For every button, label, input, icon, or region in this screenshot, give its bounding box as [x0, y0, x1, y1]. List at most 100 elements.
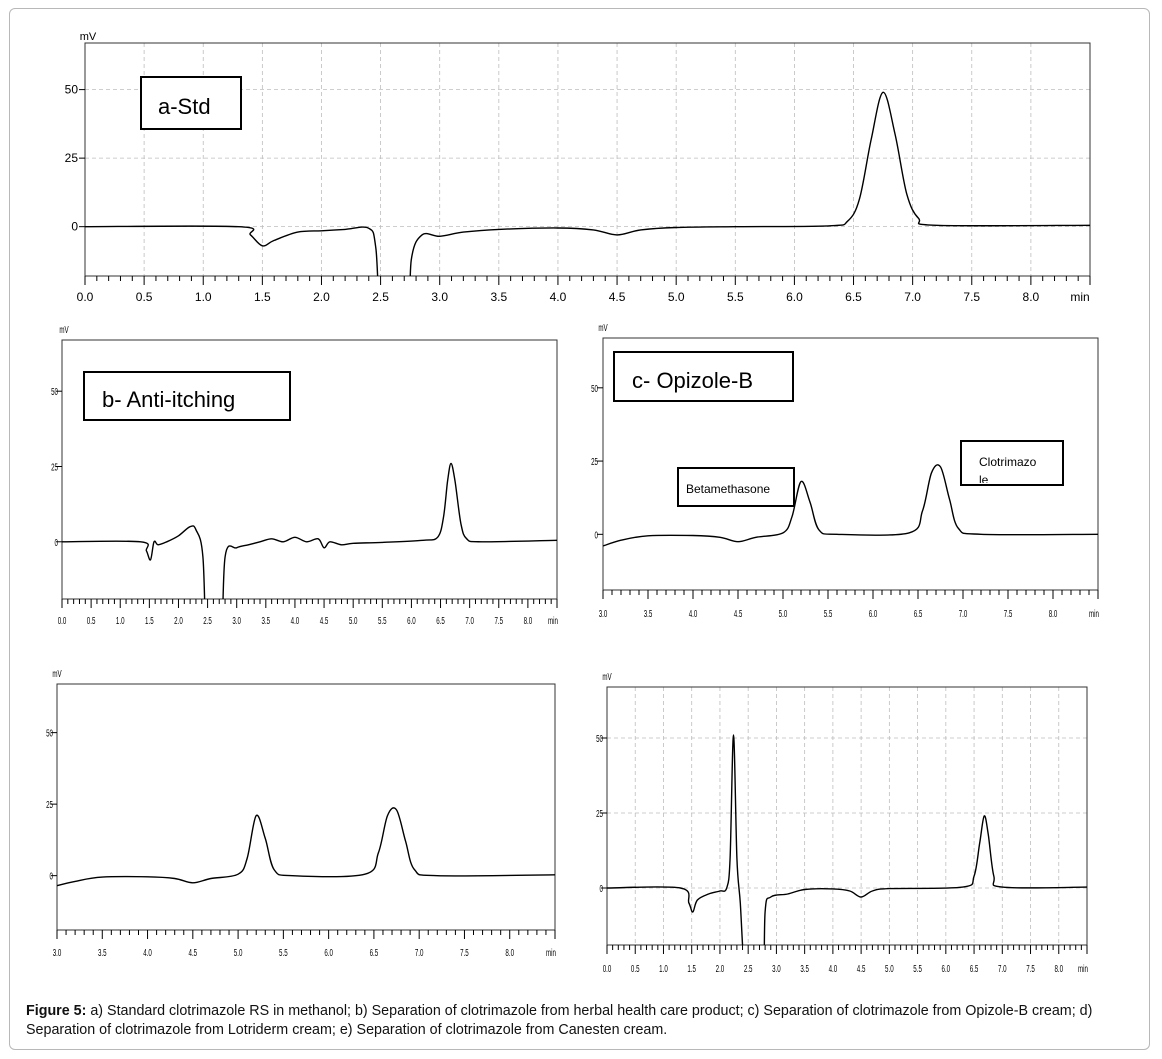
- panel-e-x-tick-label-12: 6.0: [942, 962, 951, 974]
- panel-e-x-tick-label-9: 4.5: [857, 962, 866, 974]
- panel-c-x-tick-label-2: 4.0: [689, 607, 698, 619]
- panel-b-x-tick-label-0: 0.0: [58, 614, 67, 626]
- panel-b-x-tick-label-5: 2.5: [203, 614, 212, 626]
- panel-c-annotation-text-0: c- Opizole-B: [632, 368, 753, 393]
- panel-a-x-tick-label-13: 6.5: [845, 290, 862, 304]
- panel-c-x-unit: min: [1089, 607, 1099, 619]
- panel-a-x-tick-label-12: 6.0: [786, 290, 803, 304]
- panel-b-x-tick-label-8: 4.0: [291, 614, 300, 626]
- panel-d-y-unit: mV: [52, 667, 62, 679]
- panel-c-plot-frame: [602, 337, 1099, 591]
- panel-b-x-tick-label-2: 1.0: [116, 614, 125, 626]
- panel-d-x-tick-label-5: 5.5: [279, 946, 288, 958]
- panel-e-x-tick-label-4: 2.0: [716, 962, 725, 974]
- panel-a-x-tick-label-10: 5.0: [668, 290, 685, 304]
- panel-a-x-tick-label-11: 5.5: [727, 290, 744, 304]
- panel-b-x-tick-label-3: 1.5: [145, 614, 154, 626]
- panel-d-x-tick-label-7: 6.5: [370, 946, 379, 958]
- panel-a-x-tick-label-6: 3.0: [431, 290, 448, 304]
- panel-b-x-tick-label-9: 4.5: [320, 614, 329, 626]
- caption-label: Figure 5:: [26, 1003, 87, 1019]
- panel-b-y-tick-label-0: 0: [55, 536, 59, 548]
- panel-a-y-unit: mV: [80, 31, 97, 43]
- panel-d-y-tick-label-0: 0: [50, 870, 54, 882]
- panel-a-annotation-text-0: a-Std: [158, 94, 211, 119]
- panel-e-x-tick-label-0: 0.0: [603, 962, 612, 974]
- panel-b-x-tick-label-11: 5.5: [378, 614, 387, 626]
- panel-b-x-tick-label-7: 3.5: [262, 614, 271, 626]
- panel-d-x-tick-label-9: 7.5: [460, 946, 469, 958]
- panel-d-x-tick-label-8: 7.0: [415, 946, 424, 958]
- panel-c-y-tick-label-2: 50: [591, 382, 598, 394]
- panel-c-y-tick-label-0: 0: [595, 529, 599, 541]
- panel-b-y-tick-label-2: 50: [51, 386, 58, 398]
- panel-a-x-tick-label-1: 0.5: [136, 290, 153, 304]
- panel-b-x-tick-label-6: 3.0: [232, 614, 241, 626]
- caption-text: a) Standard clotrimazole RS in methanol;…: [26, 1003, 1093, 1038]
- figure-caption: Figure 5: a) Standard clotrimazole RS in…: [26, 1002, 1141, 1040]
- panel-b-x-tick-label-14: 7.0: [465, 614, 474, 626]
- panel-d-y-tick-label-1: 25: [46, 799, 53, 811]
- panel-d-plot-frame: [56, 683, 556, 931]
- panel-b-x-tick-label-10: 5.0: [349, 614, 358, 626]
- panel-d-y-tick-label-2: 50: [46, 727, 53, 739]
- panel-b-x-tick-label-12: 6.0: [407, 614, 416, 626]
- panel-c-x-tick-label-4: 5.0: [779, 607, 788, 619]
- panel-b-trace-0: [62, 462, 557, 599]
- panel-c-annotation-box-0: [613, 351, 794, 402]
- panel-b-plot-frame: [61, 339, 558, 600]
- panel-e-x-tick-label-11: 5.5: [913, 962, 922, 974]
- panel-e-y-unit: mV: [602, 670, 612, 682]
- panel-c-x-tick-label-7: 6.5: [914, 607, 923, 619]
- panel-e-y-tick-label-2: 50: [596, 732, 603, 744]
- panel-e-x-tick-label-16: 8.0: [1054, 962, 1063, 974]
- panel-c-y-unit: mV: [598, 321, 608, 333]
- panel-c-x-tick-label-6: 6.0: [869, 607, 878, 619]
- panel-c-x-tick-label-5: 5.5: [824, 607, 833, 619]
- panel-a-plot-frame: [84, 42, 1091, 277]
- panel-a-x-tick-label-2: 1.0: [195, 290, 212, 304]
- panel-e-x-tick-label-14: 7.0: [998, 962, 1007, 974]
- panel-a-x-tick-label-14: 7.0: [904, 290, 921, 304]
- panel-d-x-unit: min: [546, 946, 556, 958]
- panel-e-x-tick-label-6: 3.0: [772, 962, 781, 974]
- panel-d-x-tick-label-1: 3.5: [98, 946, 107, 958]
- panel-c-x-tick-label-10: 8.0: [1049, 607, 1058, 619]
- panel-a-x-tick-label-8: 4.0: [550, 290, 567, 304]
- panel-a-x-tick-label-15: 7.5: [963, 290, 980, 304]
- panel-e-x-tick-label-3: 1.5: [687, 962, 696, 974]
- panel-a-annotation-box-0: [140, 76, 242, 130]
- panel-e-y-tick-label-1: 25: [596, 807, 603, 819]
- panel-c-annotation-text-1: Betamethasone: [686, 482, 770, 496]
- panel-a-y-tick-label-0: 0: [71, 220, 78, 234]
- panel-e-x-tick-label-1: 0.5: [631, 962, 640, 974]
- panel-a-x-tick-label-0: 0.0: [77, 290, 94, 304]
- figure-frame: [9, 8, 1150, 1050]
- panel-b-annotation-box-0: [83, 371, 291, 421]
- panel-e-x-tick-label-5: 2.5: [744, 962, 753, 974]
- panel-e-x-tick-label-13: 6.5: [970, 962, 979, 974]
- chromatogram-figure: 0.0 0.5 1.0 1.5 2.0 2.5 3.0 3.5 4.0 4.5 5.0 5.5 6.0 6…: [46, 31, 1099, 974]
- panel-e-x-tick-label-10: 5.0: [885, 962, 894, 974]
- panel-e-trace-0: [607, 734, 1087, 945]
- panel-a-x-unit: min: [1070, 290, 1089, 304]
- panel-b-x-tick-label-4: 2.0: [174, 614, 183, 626]
- panel-c-x-tick-label-8: 7.0: [959, 607, 968, 619]
- panel-b-annotation-text-0: b- Anti-itching: [102, 387, 235, 412]
- panel-c-annotation-text-2: Clotrimazo le: [979, 455, 1037, 487]
- panel-d-x-tick-label-6: 6.0: [324, 946, 333, 958]
- panel-e-plot-frame: [606, 686, 1088, 946]
- panel-c-trace-0: [603, 464, 1098, 547]
- panel-e-x-tick-label-8: 4.0: [829, 962, 838, 974]
- panel-b-x-tick-label-15: 7.5: [494, 614, 503, 626]
- panel-e-x-tick-label-7: 3.5: [800, 962, 809, 974]
- panel-a-x-tick-label-7: 3.5: [490, 290, 507, 304]
- panel-b-x-tick-label-13: 6.5: [436, 614, 445, 626]
- panel-d-trace-0: [57, 807, 555, 887]
- panel-e-x-tick-label-15: 7.5: [1026, 962, 1035, 974]
- panel-a-y-tick-label-1: 25: [65, 151, 79, 165]
- panel-a-x-tick-label-5: 2.5: [372, 290, 389, 304]
- panel-a-y-tick-label-2: 50: [65, 83, 79, 97]
- panel-e-x-unit: min: [1078, 962, 1088, 974]
- panel-b-y-unit: mV: [59, 323, 69, 335]
